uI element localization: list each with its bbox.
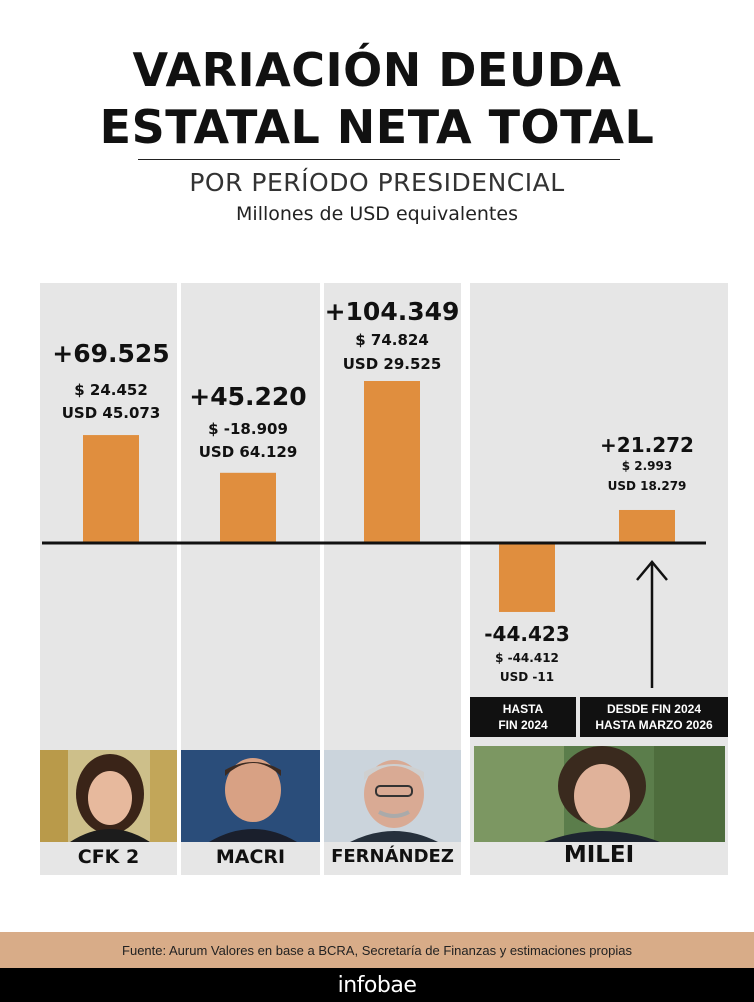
total-label-4: +21.272 xyxy=(600,433,694,457)
arrow-head xyxy=(636,560,668,581)
total-label-2: +104.349 xyxy=(325,297,460,326)
total-label-0: +69.525 xyxy=(52,339,169,368)
fernandez-photo xyxy=(324,750,461,842)
bar-2 xyxy=(364,381,420,543)
usd-label-2: USD 29.525 xyxy=(343,355,442,373)
bar-4 xyxy=(619,509,675,543)
brand-footer: infobae xyxy=(0,968,754,1002)
usd-label-1: USD 64.129 xyxy=(199,443,298,461)
peso-label-3: $ -44.412 xyxy=(495,651,559,665)
name-milei: MILEI xyxy=(563,842,635,868)
usd-label-4: USD 18.279 xyxy=(608,479,687,493)
bar-3 xyxy=(499,543,555,612)
title-divider xyxy=(138,159,620,160)
source-note: Fuente: Aurum Valores en base a BCRA, Se… xyxy=(0,932,754,968)
name-fernandez: FERNÁNDEZ xyxy=(331,846,454,867)
milei-photo xyxy=(474,746,725,842)
chart-title-line2: ESTATAL NETA TOTAL xyxy=(99,100,655,154)
peso-label-4: $ 2.993 xyxy=(622,459,672,473)
chart-units: Millones de USD equivalentes xyxy=(236,203,518,225)
usd-label-0: USD 45.073 xyxy=(62,404,161,422)
period-badge-hasta-fin-2024: HASTA FIN 2024 xyxy=(470,697,576,737)
name-macri: MACRI xyxy=(215,846,286,868)
name-cfk: CFK 2 xyxy=(77,846,140,868)
total-label-1: +45.220 xyxy=(189,382,306,411)
usd-label-3: USD -11 xyxy=(500,670,554,684)
peso-label-1: $ -18.909 xyxy=(208,420,288,438)
peso-label-0: $ 24.452 xyxy=(74,381,148,399)
macri-photo xyxy=(181,750,320,842)
brand-logo: infobae xyxy=(337,972,417,998)
bar-0 xyxy=(83,435,139,543)
peso-label-2: $ 74.824 xyxy=(355,331,429,349)
bar-1 xyxy=(220,472,276,543)
panel-divider xyxy=(576,283,580,295)
cfk-photo xyxy=(40,750,177,842)
total-label-3: -44.423 xyxy=(484,622,569,646)
chart-title-line1: VARIACIÓN DEUDA xyxy=(132,43,622,97)
chart-subtitle: POR PERÍODO PRESIDENCIAL xyxy=(189,168,565,197)
period-badge-desde-fin-2024: DESDE FIN 2024 HASTA MARZO 2026 xyxy=(580,697,728,737)
